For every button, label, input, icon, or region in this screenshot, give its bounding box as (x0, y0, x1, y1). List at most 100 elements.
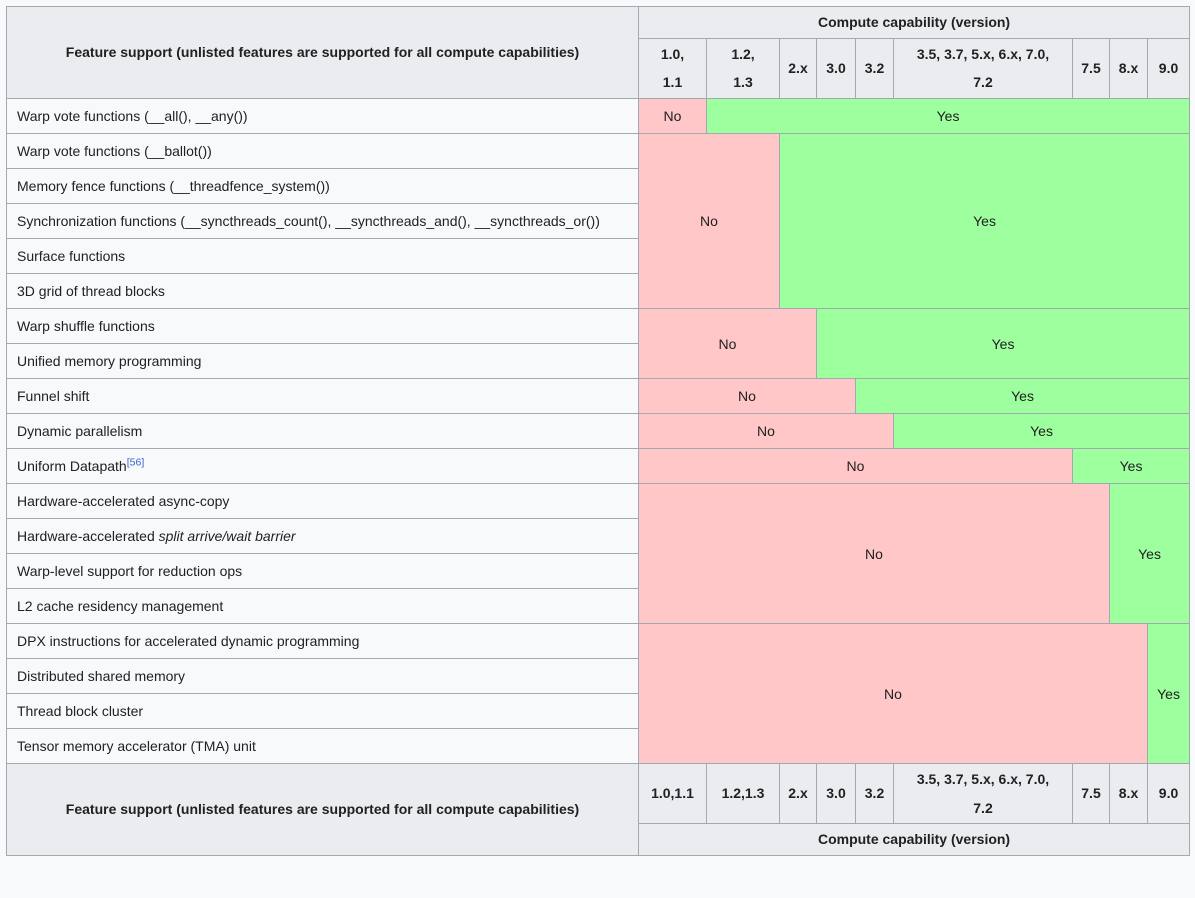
table-row: Warp vote functions (__ballot()) No Yes (6, 133, 1191, 310)
header-row-versions: 1.0, 1.1 1.2, 1.3 2.x 3.0 3.2 3.5, 3.7, 5.x, … (7, 37, 1191, 100)
feature-label: Tensor memory accelerator (TMA) unit (17, 738, 256, 755)
footer-version-col-1: 1.2,1.3 (706, 763, 780, 825)
table-row: Tensor memory accelerator (TMA) unit (6, 728, 1190, 765)
table-header: Feature support (unlisted features are s… (6, 5, 1191, 100)
support-cell-no: No (638, 133, 780, 310)
support-cell-yes: Yes (892, 413, 1191, 450)
support-cell-no: No (638, 483, 1110, 625)
reference-link[interactable]: [56] (126, 456, 145, 469)
feature-cell: Warp vote functions (__ballot()) (6, 133, 639, 170)
table-row: Dynamic parallelism No Yes (6, 413, 1191, 450)
feature-cell: Hardware-accelerated async-copy (6, 483, 639, 520)
table-row: Funnel shift No Yes (6, 378, 1191, 415)
footer-version-col-0: 1.0,1.1 (638, 763, 707, 825)
feature-label: Synchronization functions (__syncthreads… (17, 213, 600, 230)
footer-row-group: Compute capability (version) (7, 823, 1191, 857)
footer-version-col-3: 3.0 (816, 763, 856, 825)
page: Feature support (unlisted features are s… (6, 5, 1191, 857)
support-cell-yes: Yes (1108, 483, 1191, 625)
header-feature-support: Feature support (unlisted features are s… (6, 5, 639, 100)
table-row: Hardware-accelerated async-copy No Yes (6, 483, 1191, 625)
support-cell-yes: Yes (778, 133, 1191, 310)
table-row: Warp-level support for reduction ops (6, 553, 1190, 590)
support-cell-yes: Yes (1146, 623, 1191, 765)
support-cell-no: No (638, 448, 1073, 485)
feature-label: Memory fence functions (__threadfence_sy… (17, 178, 330, 195)
feature-cell: Funnel shift (6, 378, 639, 415)
header-version-col-1: 1.2, 1.3 (706, 37, 780, 100)
table-row: Memory fence functions (__threadfence_sy… (6, 168, 1190, 205)
feature-label: Warp-level support for reduction ops (17, 563, 243, 580)
feature-cell: Distributed shared memory (6, 658, 639, 695)
table-row: DPX instructions for accelerated dynamic… (6, 623, 1191, 765)
reference-marker: [56] (127, 456, 145, 468)
table-row: Warp vote functions (__all(), __any()) No… (6, 98, 1191, 135)
feature-support-table: Feature support (unlisted features are s… (6, 5, 1191, 857)
header-version-col-3: 3.0 (816, 37, 856, 100)
feature-cell: Thread block cluster (6, 693, 639, 730)
feature-cell: Unified memory programming (6, 343, 639, 380)
header-version-col-2: 2.x (779, 37, 817, 100)
support-cell-no: No (638, 623, 1148, 765)
feature-cell: Dynamic parallelism (6, 413, 639, 450)
footer-version-col-2: 2.x (779, 763, 817, 825)
feature-cell: 3D grid of thread blocks (6, 273, 639, 310)
support-cell-no: No (638, 98, 707, 135)
feature-label: Warp shuffle functions (17, 318, 155, 335)
feature-label: DPX instructions for accelerated dynamic… (17, 633, 360, 650)
table-footer: Feature support (unlisted features are s… (6, 763, 1191, 857)
feature-label-italic: split arrive/wait barrier (158, 528, 296, 545)
footer-version-col-4: 3.2 (855, 763, 894, 825)
support-cell-yes: Yes (854, 378, 1191, 415)
support-cell-no: No (638, 413, 894, 450)
feature-label: Unified memory programming (17, 353, 202, 370)
footer-feature-support: Feature support (unlisted features are s… (6, 763, 639, 857)
support-cell-no: No (638, 308, 817, 380)
table-row: Surface functions (6, 238, 1190, 275)
support-cell-yes: Yes (1071, 448, 1191, 485)
header-version-col-4: 3.2 (855, 37, 894, 100)
feature-label: Warp vote functions (__all(), __any()) (17, 108, 248, 125)
feature-cell: Synchronization functions (__syncthreads… (6, 203, 639, 240)
header-version-col-8: 9.0 (1146, 37, 1191, 100)
feature-cell: Warp-level support for reduction ops (6, 553, 639, 590)
header-row-group: Feature support (unlisted features are s… (6, 5, 1191, 100)
feature-label: Hardware-accelerated async-copy (17, 493, 230, 510)
header-version-col-5: 3.5, 3.7, 5.x, 6.x, 7.0, 7.2 (893, 37, 1073, 100)
header-version-col-0: 1.0, 1.1 (638, 37, 707, 100)
table-row: Uniform Datapath[56] No Yes (6, 448, 1191, 485)
feature-cell: DPX instructions for accelerated dynamic… (6, 623, 639, 660)
feature-label: Thread block cluster (17, 703, 144, 720)
table-row: Hardware-accelerated split arrive/wait b… (6, 518, 1190, 555)
feature-cell: Hardware-accelerated split arrive/wait b… (6, 518, 639, 555)
feature-cell: Warp shuffle functions (6, 308, 639, 345)
feature-label: Uniform Datapath (17, 458, 127, 475)
table-row: Synchronization functions (__syncthreads… (6, 203, 1190, 240)
support-cell-yes: Yes (815, 308, 1191, 380)
feature-cell: Uniform Datapath[56] (6, 448, 639, 485)
header-version-col-7: 8.x (1109, 37, 1148, 100)
footer-version-col-7: 8.x (1109, 763, 1148, 825)
feature-label: Distributed shared memory (17, 668, 186, 685)
feature-label: L2 cache residency management (17, 598, 224, 615)
header-version-col-6: 7.5 (1072, 37, 1110, 100)
table-row: Thread block cluster (6, 693, 1190, 730)
table-row: Warp shuffle functions No Yes (6, 308, 1191, 380)
feature-cell: Surface functions (6, 238, 639, 275)
feature-cell: Memory fence functions (__threadfence_sy… (6, 168, 639, 205)
support-cell-no: No (638, 378, 856, 415)
feature-label: Hardware-accelerated (17, 528, 159, 545)
feature-cell: Tensor memory accelerator (TMA) unit (6, 728, 639, 765)
footer-version-col-8: 9.0 (1146, 763, 1191, 825)
feature-label: Warp vote functions (__ballot()) (17, 143, 212, 160)
table-body: Warp vote functions (__all(), __any()) No… (6, 98, 1191, 765)
support-cell-yes: Yes (705, 98, 1191, 135)
feature-label: Funnel shift (17, 388, 90, 405)
footer-version-col-6: 7.5 (1072, 763, 1110, 825)
feature-label: Dynamic parallelism (17, 423, 143, 440)
feature-cell: L2 cache residency management (6, 588, 639, 625)
feature-cell: Warp vote functions (__all(), __any()) (6, 98, 639, 135)
footer-compute-capability: Compute capability (version) (637, 823, 1191, 857)
table-row: Distributed shared memory (6, 658, 1190, 695)
table-row: L2 cache residency management (6, 588, 1190, 625)
